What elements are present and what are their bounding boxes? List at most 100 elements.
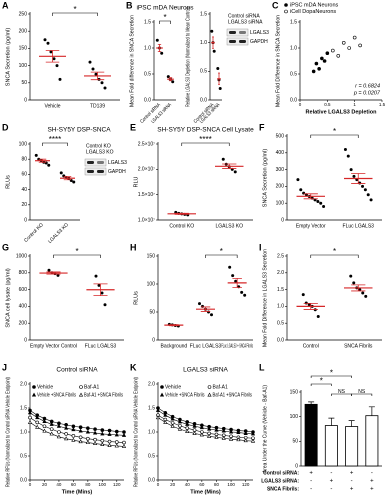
- error-bar: [45, 50, 60, 63]
- point: [316, 200, 320, 204]
- point: [192, 423, 197, 428]
- y-tick-label: 0.0: [20, 477, 27, 483]
- y-axis-label: Relative LGALS3 Depletion (Normalized to…: [185, 7, 191, 107]
- point: [100, 442, 105, 446]
- y-tick-label: 0: [152, 337, 155, 343]
- y-tick-label: 2.0: [148, 381, 155, 387]
- axes: [286, 254, 382, 341]
- category-label: FLuc LGALS3: [343, 223, 375, 229]
- blot-band: [97, 161, 104, 164]
- x-tick-label: 60: [71, 482, 77, 487]
- y-tick-label: 0: [24, 337, 27, 343]
- y-tick-label: 2.0: [20, 381, 27, 387]
- significance: *: [320, 377, 323, 386]
- point: [42, 424, 47, 429]
- panel-title: SH-SY5Y DSP-SNCA: [47, 127, 111, 134]
- point: [72, 180, 76, 184]
- legend-label: Vehicle +SNCA Fibrils: [37, 392, 76, 398]
- blot-band: [239, 40, 246, 43]
- significance-bracket: [159, 20, 171, 24]
- point: [27, 410, 33, 415]
- category-label: LGALS3 KO: [47, 222, 70, 245]
- y-tick-label: 1.5: [20, 405, 27, 411]
- point: [185, 421, 190, 426]
- panel-label: C: [272, 0, 279, 10]
- condition-sign: -: [371, 471, 373, 477]
- y-axis-label: Relative RFUs (Normalized to Control siR…: [133, 377, 139, 487]
- point: [192, 431, 197, 435]
- condition-label: LGALS3 siRNA:: [261, 478, 299, 484]
- point: [86, 426, 90, 430]
- y-tick-label: 1.0: [200, 40, 207, 46]
- x-tick-label: 20: [42, 482, 48, 487]
- panel-label: J: [2, 362, 7, 372]
- point: [78, 425, 83, 430]
- error-bar: [351, 284, 366, 292]
- point: [361, 184, 365, 188]
- panel-title: iPSC mDA Neurons: [136, 5, 194, 12]
- point: [58, 77, 62, 81]
- point: [160, 385, 164, 389]
- point: [198, 302, 201, 306]
- point: [221, 435, 226, 440]
- y-tick-label: 600: [19, 287, 28, 293]
- legend-label: Vehicle: [37, 384, 53, 390]
- y-tick-label: 0.5: [200, 69, 207, 75]
- point: [233, 170, 237, 174]
- y-tick-label: 1.0: [277, 304, 284, 310]
- condition-sign: -: [330, 471, 332, 477]
- condition-label: SNCA Fibrils:: [267, 486, 299, 492]
- point: [369, 198, 373, 202]
- axes: [29, 142, 80, 221]
- point: [352, 281, 356, 285]
- y-axis-label: Relative RFUs (Normalized to Control siR…: [5, 377, 11, 487]
- point: [243, 438, 248, 443]
- x-tick-label: 40: [185, 482, 191, 487]
- point: [314, 61, 319, 66]
- point: [358, 288, 362, 292]
- point: [330, 48, 335, 53]
- y-tick-label: 1.0: [148, 429, 155, 435]
- point: [88, 60, 92, 64]
- y-tick-label: 150: [19, 46, 28, 52]
- significance-bracket: [351, 393, 373, 396]
- blot-column-label: Control siRNA: [228, 13, 260, 19]
- category-label: Vehicle: [44, 103, 60, 109]
- point: [56, 273, 60, 277]
- point: [49, 427, 54, 431]
- y-tick-label: 100: [290, 414, 299, 420]
- point: [228, 429, 234, 434]
- point: [199, 432, 204, 437]
- condition-sign: +: [330, 479, 334, 485]
- blot-band: [239, 31, 246, 34]
- y-axis-label: SNCA Secretion (pg/ml): [262, 149, 268, 208]
- error-bar: [303, 193, 318, 200]
- point: [71, 434, 76, 438]
- y-tick-label: 0.5: [144, 71, 151, 77]
- significance-bracket: [205, 254, 238, 258]
- y-axis-label: Area Under the Curve (Vehicle - Baf-A1): [262, 385, 268, 473]
- y-tick-label: 400: [19, 304, 28, 310]
- point: [349, 168, 353, 172]
- error-bar: [222, 163, 237, 169]
- error-bar: [232, 278, 242, 288]
- annotation: p = 0.0207: [353, 90, 381, 96]
- condition-sign: +: [350, 487, 354, 493]
- point: [78, 392, 84, 397]
- point: [86, 436, 90, 441]
- point: [236, 437, 241, 442]
- y-axis-label: SNCA Secretion (pg/ml): [5, 28, 11, 87]
- significance: *: [333, 127, 336, 136]
- y-tick-label: 1.5: [148, 405, 155, 411]
- y-tick-label: 0.0: [148, 477, 155, 483]
- point: [160, 51, 164, 55]
- point: [91, 67, 95, 71]
- y-axis-label: Mean Fold difference in SNCA Secretion: [129, 15, 135, 107]
- panel-label: E: [130, 122, 136, 132]
- point: [159, 392, 165, 397]
- legend-label: iCell DopaNeurons: [290, 9, 336, 15]
- point: [34, 153, 38, 157]
- point: [85, 429, 90, 434]
- y-tick-label: 1.5: [277, 287, 284, 293]
- bar: [304, 403, 318, 467]
